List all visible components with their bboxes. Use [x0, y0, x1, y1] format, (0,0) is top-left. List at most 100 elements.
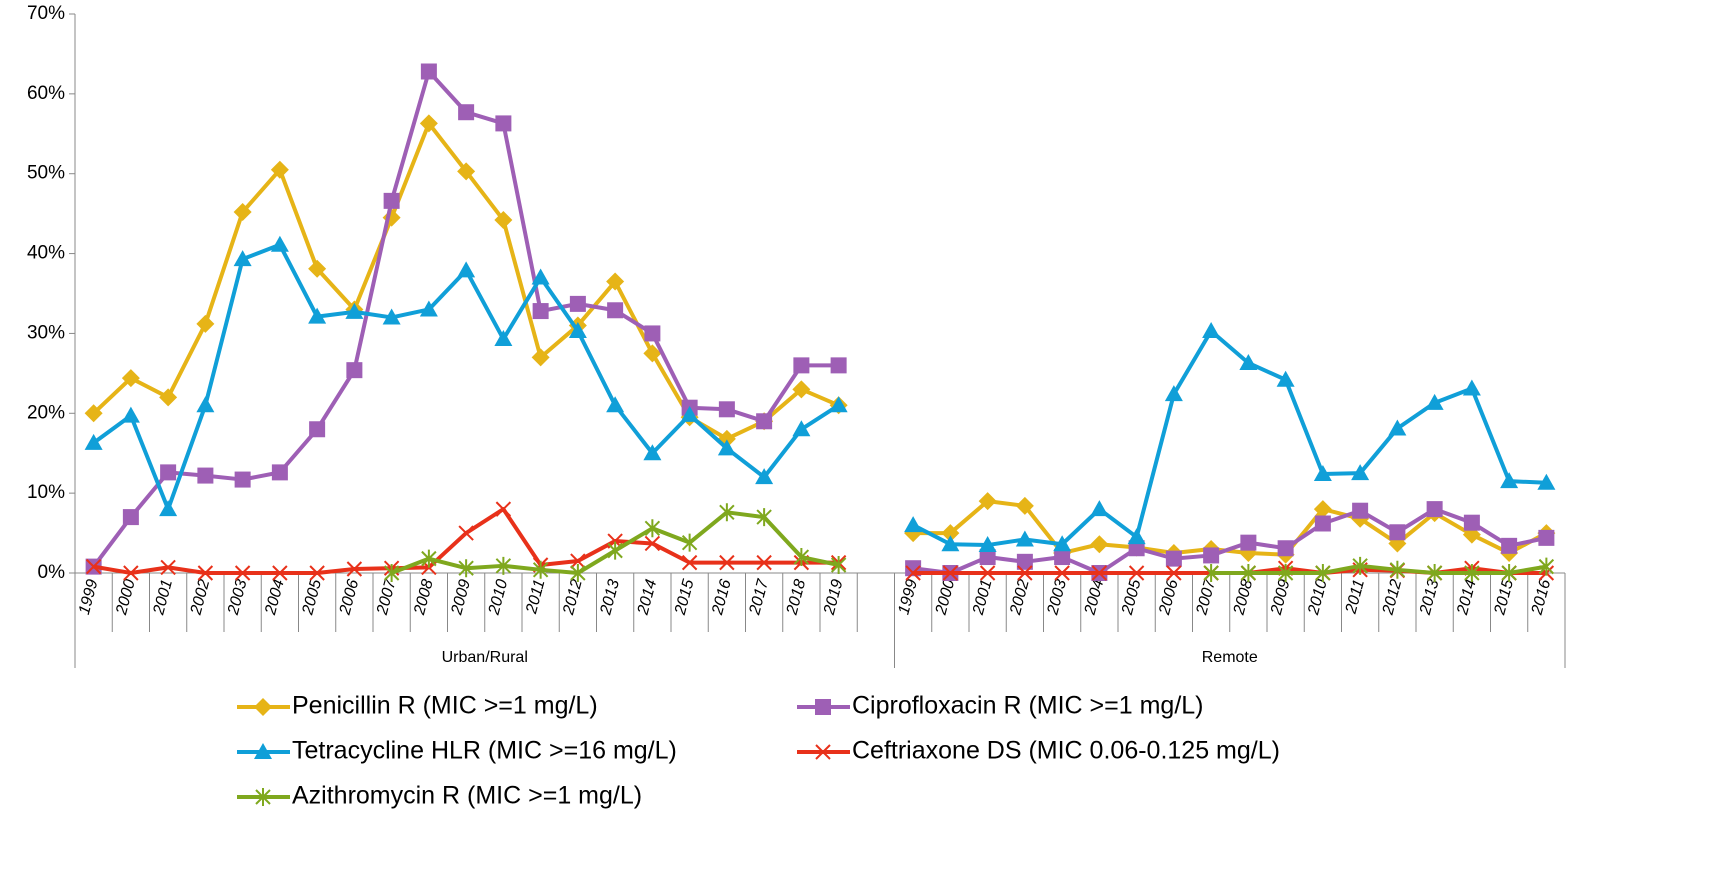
data-point [905, 565, 921, 581]
data-point [1091, 565, 1108, 581]
data-point [978, 492, 997, 511]
x-tick-label: 2002 [1007, 578, 1033, 618]
series-line [92, 242, 1547, 548]
x-tick-label: 2008 [1230, 578, 1256, 618]
data-point [570, 564, 586, 582]
data-point [346, 561, 363, 577]
data-point [309, 565, 325, 581]
data-point [1352, 556, 1368, 575]
data-point [941, 535, 960, 552]
data-point [1313, 500, 1332, 519]
data-point [681, 533, 698, 552]
data-point [1127, 528, 1146, 545]
y-tick-label: 30% [27, 322, 65, 343]
data-point [1352, 502, 1369, 519]
data-point [270, 235, 289, 252]
data-point [159, 388, 178, 407]
data-point [979, 565, 996, 581]
data-point [532, 303, 549, 320]
data-point [160, 559, 176, 576]
x-tick-label: 2012 [560, 578, 586, 618]
x-tick-label: 2006 [1156, 578, 1182, 618]
data-point [719, 554, 735, 571]
data-point [271, 464, 288, 481]
data-point [160, 464, 177, 481]
x-tick-label: 2010 [1305, 578, 1331, 618]
data-point [494, 330, 513, 347]
y-tick-label: 60% [27, 83, 65, 104]
data-point [756, 508, 772, 527]
data-point [159, 500, 178, 517]
data-point [606, 396, 625, 413]
legend-label: Penicillin R (MIC >=1 mg/L) [292, 692, 598, 720]
data-point [1500, 472, 1519, 489]
data-point [1389, 524, 1406, 541]
data-point [1128, 565, 1145, 581]
data-point [607, 302, 624, 319]
x-tick-label: 2010 [485, 578, 511, 618]
x-tick-label: 2016 [709, 578, 735, 618]
x-tick-label: 2007 [374, 577, 400, 618]
x-tick-label: 2005 [1119, 578, 1145, 618]
data-point [1314, 515, 1331, 532]
data-point [829, 396, 848, 413]
data-point [121, 369, 140, 388]
data-point [122, 509, 139, 526]
data-point [1501, 537, 1518, 554]
x-tick-label: 1999 [895, 578, 921, 617]
x-tick-label: 2014 [634, 578, 660, 618]
data-point [904, 516, 923, 533]
x-tick-label: 2019 [821, 578, 847, 618]
data-point [84, 404, 103, 423]
data-point [495, 115, 512, 132]
x-tick-label: 2006 [336, 578, 362, 618]
x-tick-label: 2013 [597, 578, 623, 618]
data-point [308, 307, 327, 324]
legend-label: Tetracycline HLR (MIC >=16 mg/L) [292, 737, 677, 765]
data-point [1240, 564, 1257, 582]
x-tick-label: 2007 [1193, 577, 1219, 618]
x-tick-label: 2000 [113, 578, 139, 618]
data-point [978, 536, 997, 553]
y-tick-label: 50% [27, 163, 65, 184]
x-tick-label: 2008 [411, 578, 437, 618]
data-point [644, 325, 661, 342]
x-tick-label: 2014 [1454, 578, 1480, 618]
data-point [1426, 501, 1443, 518]
data-point [830, 556, 847, 575]
x-tick-label: 2017 [746, 577, 772, 618]
data-point [531, 268, 550, 285]
data-point [196, 396, 215, 413]
data-point [1501, 564, 1517, 582]
data-point [1202, 322, 1221, 339]
data-point [1016, 553, 1033, 570]
data-point [1538, 557, 1555, 576]
group-label: Remote [1202, 649, 1258, 666]
data-point [458, 559, 474, 578]
data-point [309, 421, 326, 438]
x-tick-label: 2016 [1528, 578, 1554, 618]
data-point [1277, 564, 1294, 582]
data-point [532, 560, 549, 579]
x-tick-label: 2015 [672, 578, 698, 618]
data-point [1426, 564, 1443, 582]
y-tick-label: 40% [27, 243, 65, 264]
x-tick-label: 2002 [187, 578, 213, 618]
data-point [1054, 549, 1071, 566]
x-tick-label: 2011 [1342, 578, 1368, 617]
x-tick-label: 2004 [262, 578, 288, 618]
data-point [1054, 565, 1070, 581]
x-tick-label: 2011 [523, 578, 549, 617]
data-point [606, 272, 625, 291]
x-tick-label: 2003 [225, 578, 251, 618]
group-label: Urban/Rural [442, 649, 528, 666]
data-point [495, 556, 512, 575]
data-point [383, 564, 400, 582]
data-point [793, 357, 810, 374]
data-point [1388, 419, 1407, 436]
data-point [1277, 540, 1294, 557]
x-tick-label: 2015 [1491, 578, 1517, 618]
data-point [308, 259, 327, 278]
x-tick-label: 2005 [299, 578, 325, 618]
data-point [383, 192, 400, 209]
